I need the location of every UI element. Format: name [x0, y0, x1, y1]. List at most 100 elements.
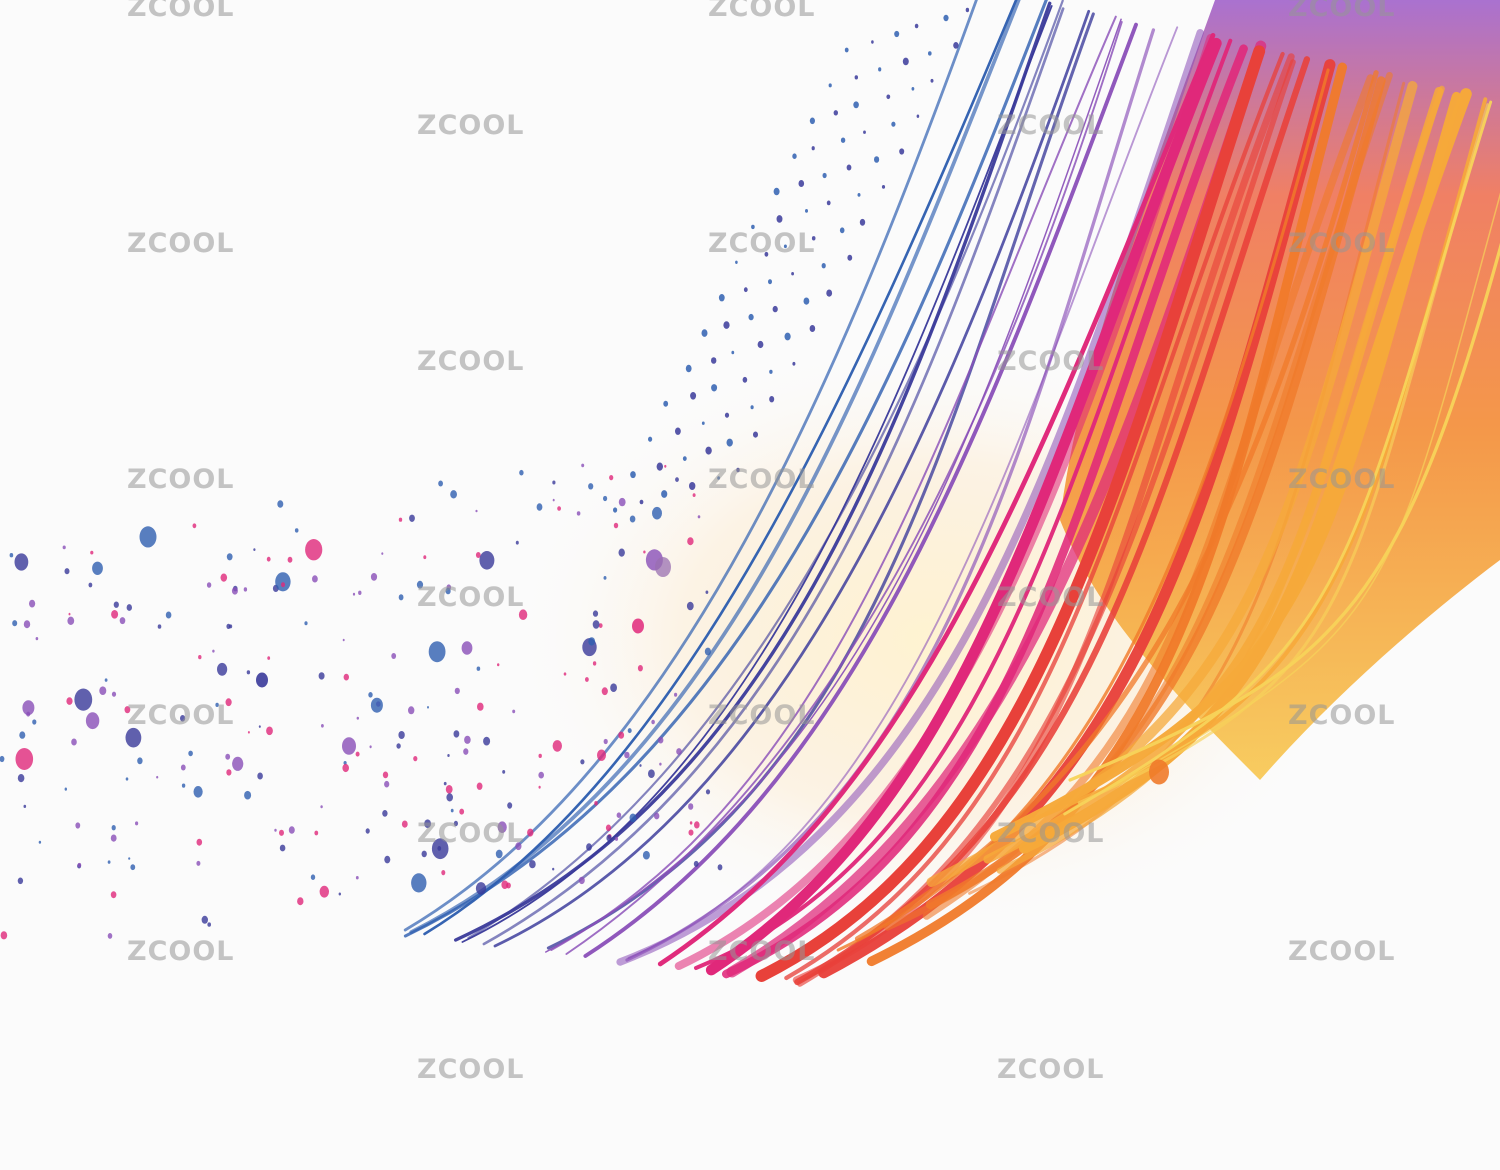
particle-dot: [757, 340, 764, 349]
particle-dot: [857, 193, 861, 197]
particle-dot: [92, 561, 103, 575]
particle-dot: [605, 824, 612, 832]
particle-dot: [319, 885, 329, 898]
particle-dot: [614, 836, 619, 841]
particle-dot: [396, 743, 401, 749]
particle-dot: [507, 802, 513, 809]
particle-dot: [629, 515, 636, 523]
particle-dot: [99, 686, 107, 695]
streak-line: [722, 44, 1248, 979]
particle-dot: [688, 829, 694, 836]
particle-dot: [609, 475, 614, 481]
particle-dot: [304, 621, 308, 626]
particle-dot: [408, 706, 415, 715]
particle-dot: [676, 748, 682, 755]
particle-dot: [294, 528, 299, 533]
particle-dot: [368, 692, 373, 698]
particle-dot: [107, 933, 113, 939]
particle-dot: [32, 719, 37, 725]
streak-line: [784, 51, 1285, 981]
particle-dot: [75, 822, 81, 829]
particle-dot: [618, 731, 625, 739]
particle-dot: [497, 821, 507, 833]
particle-dot: [563, 672, 567, 676]
particle-dot: [454, 687, 460, 695]
particle-dot: [229, 624, 233, 629]
particle-dot: [768, 279, 772, 285]
particle-dot: [110, 834, 117, 842]
particle-dot: [382, 771, 389, 779]
particle-dot: [266, 556, 271, 562]
particle-dot: [226, 553, 233, 561]
particle-dot: [477, 702, 484, 711]
particle-dot: [497, 663, 500, 667]
streak-line: [1077, 103, 1490, 805]
particle-dot: [538, 753, 542, 759]
particle-dot: [576, 511, 581, 516]
particle-dot: [943, 14, 949, 22]
particle-dot: [38, 840, 42, 844]
particle-dot: [654, 812, 660, 820]
particle-dot: [651, 719, 655, 725]
streak-line: [797, 59, 1296, 987]
particle-dot: [459, 808, 465, 815]
particle-dot: [196, 860, 201, 866]
particle-dot: [411, 873, 427, 893]
particle-dot: [515, 540, 519, 545]
particle-dot: [423, 555, 427, 560]
particle-dot: [809, 117, 816, 125]
particle-dot: [773, 187, 780, 196]
particle-dot: [196, 838, 203, 846]
particle-dot: [769, 396, 775, 403]
particle-dot: [637, 665, 643, 672]
particle-dot: [688, 803, 694, 810]
particle-dot: [232, 756, 244, 771]
particle-dot: [450, 808, 454, 813]
particle-dot: [764, 251, 769, 257]
particle-dot: [314, 830, 319, 836]
particle-dot: [62, 545, 66, 550]
particle-dot: [639, 499, 644, 505]
particle-dot: [369, 745, 372, 749]
particle-dot: [110, 891, 117, 899]
particle-dot: [424, 819, 431, 828]
particle-dot: [398, 594, 404, 601]
particle-dot: [902, 57, 909, 66]
particle-dot: [891, 121, 896, 127]
particle-dot: [726, 438, 733, 447]
particle-dot: [201, 915, 208, 924]
particle-dot: [826, 200, 831, 206]
particle-dot: [279, 829, 284, 836]
particle-dot: [603, 576, 607, 580]
particle-dot: [742, 376, 748, 383]
particle-dot: [277, 500, 284, 508]
particle-dot: [453, 820, 458, 827]
particle-dot: [66, 697, 73, 705]
streak-line: [461, 5, 1053, 943]
particle-dot: [717, 864, 723, 871]
particle-dot: [104, 678, 108, 682]
particle-dot: [811, 236, 816, 241]
particle-dot: [930, 78, 934, 83]
particle-dot: [723, 321, 730, 329]
particle-dot: [894, 30, 900, 38]
particle-dot: [318, 672, 325, 680]
particle-dot: [23, 620, 31, 629]
particle-dot: [675, 477, 679, 482]
particle-dot: [475, 509, 478, 513]
particle-dot: [613, 522, 619, 529]
particle-dot: [675, 427, 681, 435]
particle-dot: [447, 754, 450, 757]
particle-dot: [12, 620, 18, 627]
particle-dot: [581, 463, 585, 468]
particle-dot: [792, 361, 796, 366]
particle-dot: [135, 821, 139, 826]
streak-lines: [403, 0, 1500, 987]
streak-line: [1102, 192, 1500, 793]
particle-dot: [413, 756, 418, 762]
particle-dot: [256, 672, 268, 688]
particle-dot: [207, 922, 211, 927]
particle-dot: [618, 497, 626, 507]
particle-dot: [212, 649, 215, 653]
particle-dot: [663, 400, 669, 407]
